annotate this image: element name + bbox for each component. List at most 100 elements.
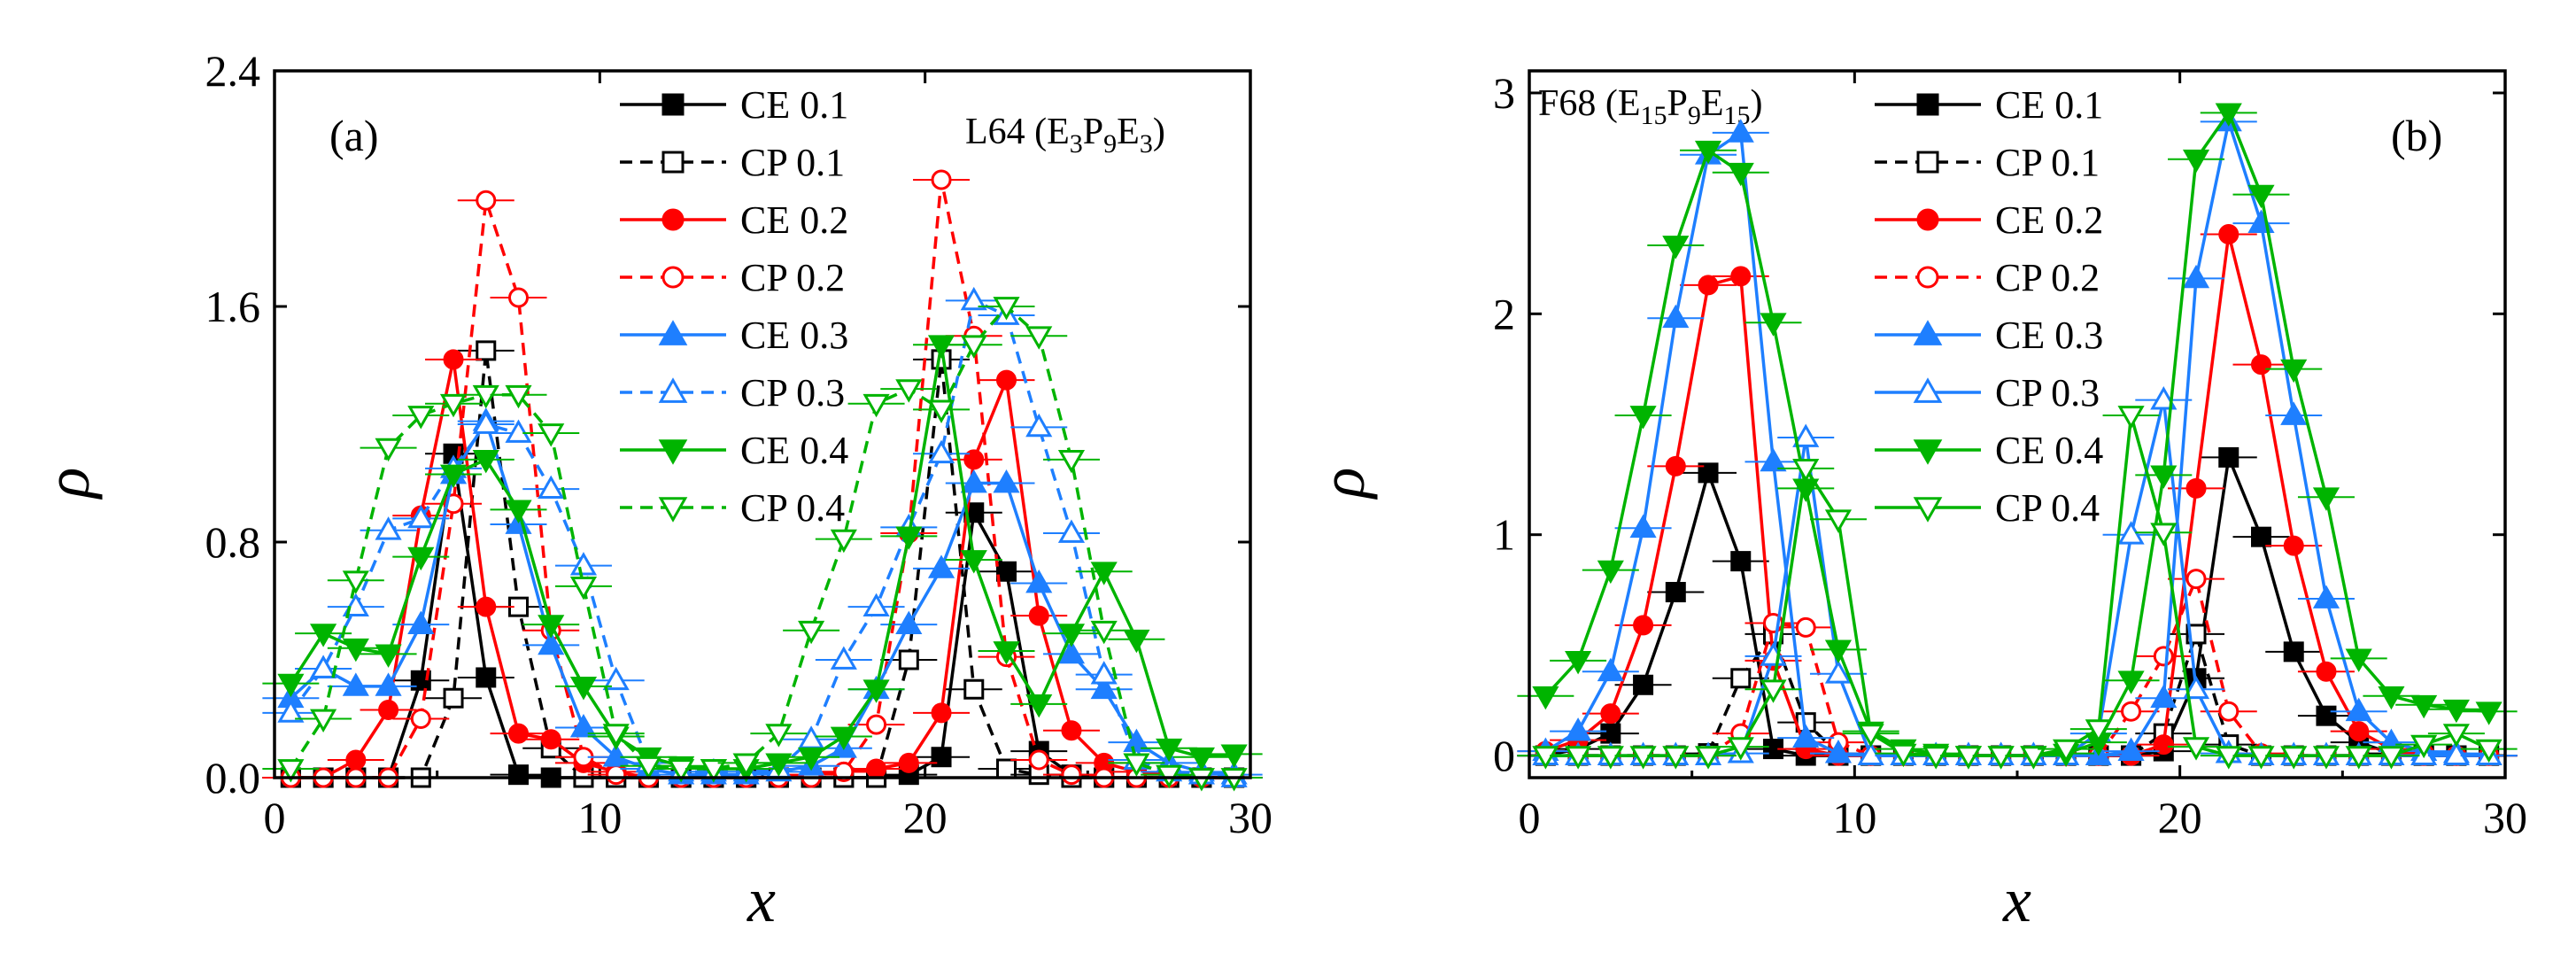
data-point: [1857, 724, 1884, 748]
data-point: [2345, 697, 2372, 722]
data-point: [2182, 737, 2210, 761]
legend-marker: [661, 208, 685, 231]
series-line: [289, 343, 1234, 771]
data-point: [2117, 737, 2145, 761]
data-point: [635, 756, 662, 780]
data-point: [1220, 744, 1248, 768]
legend-marker: [661, 151, 685, 174]
data-point: [375, 644, 402, 668]
data-point: [1090, 661, 1118, 685]
legend-label: CE 0.3: [740, 314, 848, 357]
data-point: [2312, 487, 2340, 511]
legend-label: CE 0.4: [740, 429, 848, 472]
data-point: [538, 475, 565, 500]
data-point: [1025, 326, 1053, 350]
panel-a-y-tick-label: 0.0: [205, 753, 261, 802]
data-point: [476, 190, 497, 211]
data-point: [927, 399, 955, 423]
data-point: [378, 700, 399, 721]
data-point: [407, 504, 435, 529]
data-point: [1694, 746, 1722, 770]
data-point: [2345, 648, 2372, 672]
data-point: [1187, 747, 1215, 771]
data-point: [1694, 140, 1722, 165]
data-point: [863, 393, 890, 418]
data-point: [1597, 560, 1624, 585]
data-point: [342, 638, 369, 663]
data-point: [1057, 519, 1086, 543]
data-point: [1792, 423, 1820, 447]
data-point: [2280, 746, 2308, 770]
data-point: [443, 687, 464, 709]
data-point: [1028, 749, 1049, 771]
data-point: [569, 713, 598, 738]
data-point: [2280, 359, 2308, 384]
data-point: [1665, 582, 1686, 603]
legend-marker: [661, 93, 685, 116]
data-point: [472, 410, 499, 434]
panel-a-y-tick-label: 2.4: [205, 46, 261, 96]
data-point: [2316, 705, 2337, 726]
data-point: [1629, 406, 1657, 430]
data-point: [1156, 764, 1183, 789]
panel-b-x-tick-label: 0: [1519, 793, 1541, 842]
legend-marker: [1913, 320, 1943, 345]
panel-a-x-tick-label: 30: [1228, 793, 1273, 842]
data-point: [569, 677, 598, 701]
panel-a-annotation: L64 (E3P9E3): [965, 112, 1165, 159]
data-point: [2150, 386, 2178, 410]
legend-marker: [658, 377, 688, 403]
data-point: [310, 655, 337, 678]
data-point: [508, 764, 529, 786]
data-point: [765, 724, 793, 748]
panel-b: (b) F68 (E15P9E15) x ρ: [1307, 83, 2442, 935]
data-point: [2247, 184, 2275, 209]
plot-layer: 0 10 20 300.00.81.62.4CE 0.1CP 0.1CE 0.2CP …: [205, 46, 2528, 842]
data-point: [1698, 275, 1719, 296]
data-point: [993, 469, 1020, 493]
data-point: [1727, 119, 1754, 143]
legend-marker: [1913, 439, 1943, 465]
data-point: [602, 724, 630, 748]
data-point: [476, 340, 497, 361]
data-point: [963, 502, 985, 523]
legend-marker: [1916, 93, 1939, 116]
data-point: [1795, 616, 1816, 638]
data-point: [602, 666, 630, 691]
data-point: [2312, 746, 2340, 770]
data-point: [1760, 447, 1787, 472]
data-point: [1665, 455, 1686, 477]
legend-label: CP 0.3: [1995, 371, 2100, 415]
data-point: [375, 516, 402, 540]
data-point: [960, 550, 987, 574]
data-point: [342, 672, 369, 696]
data-point: [410, 670, 431, 691]
data-point: [1730, 266, 1752, 287]
data-point: [2218, 701, 2239, 722]
panel-b-legend: CE 0.1 CP 0.1 CE 0.2 CP 0.2 CE 0.3 CP 0.3 CE 0…: [1875, 83, 2103, 530]
data-point: [2442, 741, 2470, 765]
panel-b-series-CP-04: [1517, 406, 2518, 770]
data-point: [830, 646, 857, 670]
panel-b-y-tick-label: 2: [1493, 289, 1515, 338]
data-point: [1824, 639, 1853, 663]
panel-a-series-CE-04: [262, 335, 1263, 783]
data-point: [1760, 679, 1787, 703]
data-point: [439, 464, 468, 489]
data-point: [895, 526, 923, 550]
data-point: [443, 349, 464, 370]
data-point: [927, 554, 955, 578]
data-point: [895, 610, 923, 634]
data-point: [375, 438, 402, 462]
data-point: [410, 709, 431, 729]
panel-b-x-tick-label: 10: [1832, 793, 1876, 842]
data-point: [1057, 639, 1086, 664]
data-point: [472, 450, 499, 474]
data-point: [1565, 717, 1592, 741]
panel-a-frame: [273, 69, 1252, 779]
data-point: [342, 570, 369, 594]
data-point: [960, 469, 987, 493]
data-point: [2182, 149, 2210, 174]
data-point: [439, 393, 468, 418]
